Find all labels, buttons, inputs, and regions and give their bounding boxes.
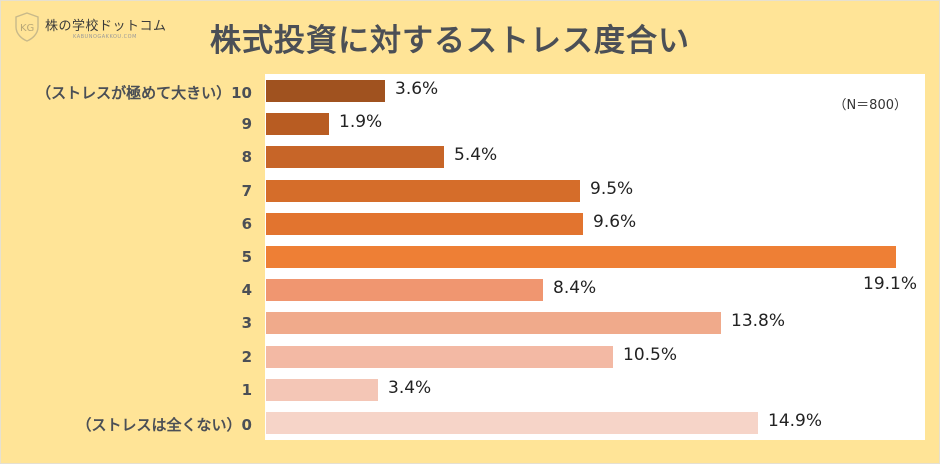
bar-value-label: 9.6%: [593, 211, 637, 232]
bar: [266, 212, 583, 235]
bar: [266, 412, 758, 434]
bar-value-label: 10.5%: [623, 344, 678, 365]
category-label: 5: [241, 248, 252, 266]
logo-text: 株の学校ドットコム: [45, 18, 167, 34]
bar-value-label: 14.9%: [768, 411, 823, 431]
category-label: 9: [241, 115, 252, 134]
bar: [266, 246, 896, 268]
bar-value-label: 19.1%: [863, 274, 918, 294]
bar-value-label: 13.8%: [731, 311, 786, 332]
category-label: 2: [241, 347, 252, 366]
category-label: 3: [241, 314, 252, 333]
category-label: （ストレスは全くない）0: [76, 416, 252, 434]
svg-text:KG: KG: [20, 23, 34, 34]
bar-value-label: 3.6%: [395, 79, 439, 99]
plot-area: （N＝800） 3.6% 1.9% 5.4% 9.5% 9.6% 19.1% 8.4% 13.…: [265, 74, 925, 440]
bar: [266, 279, 543, 302]
bar: [266, 312, 721, 335]
bar: [266, 179, 580, 202]
bar-value-label: 3.4%: [388, 377, 432, 398]
bar: [266, 113, 329, 136]
bar: [266, 146, 444, 169]
sample-size-note: （N＝800）: [833, 98, 907, 113]
bar-value-label: 9.5%: [590, 178, 634, 199]
chart-title: 株式投資に対するストレス度合い: [210, 23, 690, 59]
shield-logo-icon: KG: [15, 12, 39, 42]
bar-value-label: 8.4%: [553, 278, 597, 299]
bar: [266, 345, 613, 368]
bar-value-label: 1.9%: [339, 112, 383, 133]
category-label: 4: [241, 281, 252, 300]
category-label: 7: [241, 181, 252, 200]
category-label: 1: [241, 380, 252, 399]
category-label: （ストレスが極めて大きい）10: [36, 84, 252, 102]
site-logo: KG 株の学校ドットコム KABUNOGAKKOU.COM: [14, 10, 167, 44]
category-label: 6: [241, 214, 252, 233]
bar: [266, 80, 385, 102]
bar-value-label: 5.4%: [454, 145, 498, 166]
bar: [266, 378, 378, 401]
logo-subtext: KABUNOGAKKOU.COM: [73, 33, 137, 40]
category-label: 8: [241, 148, 252, 167]
